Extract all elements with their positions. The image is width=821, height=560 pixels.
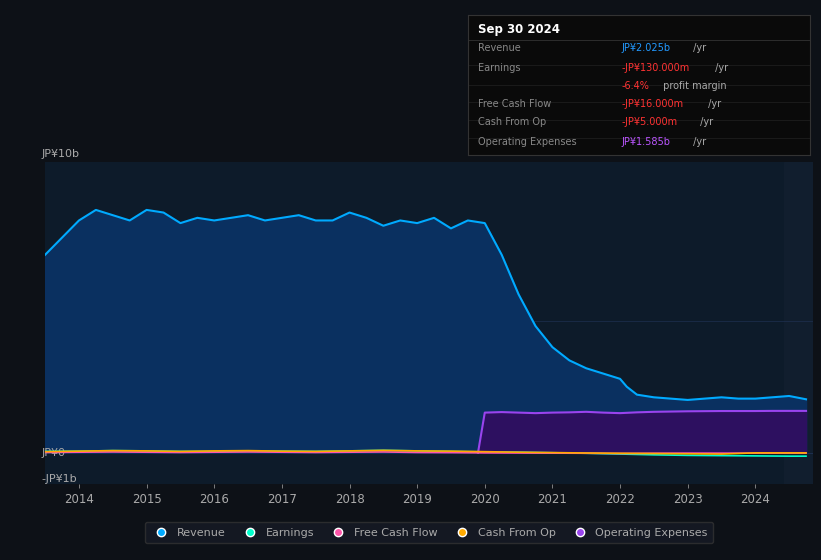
Text: JP¥2.025b: JP¥2.025b: [621, 43, 671, 53]
Text: JP¥1.585b: JP¥1.585b: [621, 137, 671, 147]
Text: /yr: /yr: [690, 43, 706, 53]
Text: -JP¥130.000m: -JP¥130.000m: [621, 63, 690, 73]
Bar: [784, 162, 813, 484]
Text: -6.4%: -6.4%: [621, 81, 649, 91]
Text: JP¥10b: JP¥10b: [41, 149, 80, 159]
Text: Revenue: Revenue: [479, 43, 521, 53]
Text: Cash From Op: Cash From Op: [479, 117, 547, 127]
Text: /yr: /yr: [712, 63, 728, 73]
Text: -JP¥1b: -JP¥1b: [41, 474, 77, 484]
Text: profit margin: profit margin: [659, 81, 726, 91]
Text: Sep 30 2024: Sep 30 2024: [479, 24, 560, 36]
Text: JP¥0: JP¥0: [41, 448, 66, 458]
Text: Operating Expenses: Operating Expenses: [479, 137, 577, 147]
Text: Free Cash Flow: Free Cash Flow: [479, 99, 552, 109]
Text: /yr: /yr: [697, 117, 713, 127]
Text: /yr: /yr: [704, 99, 721, 109]
Text: Earnings: Earnings: [479, 63, 521, 73]
Text: /yr: /yr: [690, 137, 706, 147]
Text: -JP¥16.000m: -JP¥16.000m: [621, 99, 684, 109]
Legend: Revenue, Earnings, Free Cash Flow, Cash From Op, Operating Expenses: Revenue, Earnings, Free Cash Flow, Cash …: [144, 522, 713, 543]
Text: -JP¥5.000m: -JP¥5.000m: [621, 117, 678, 127]
